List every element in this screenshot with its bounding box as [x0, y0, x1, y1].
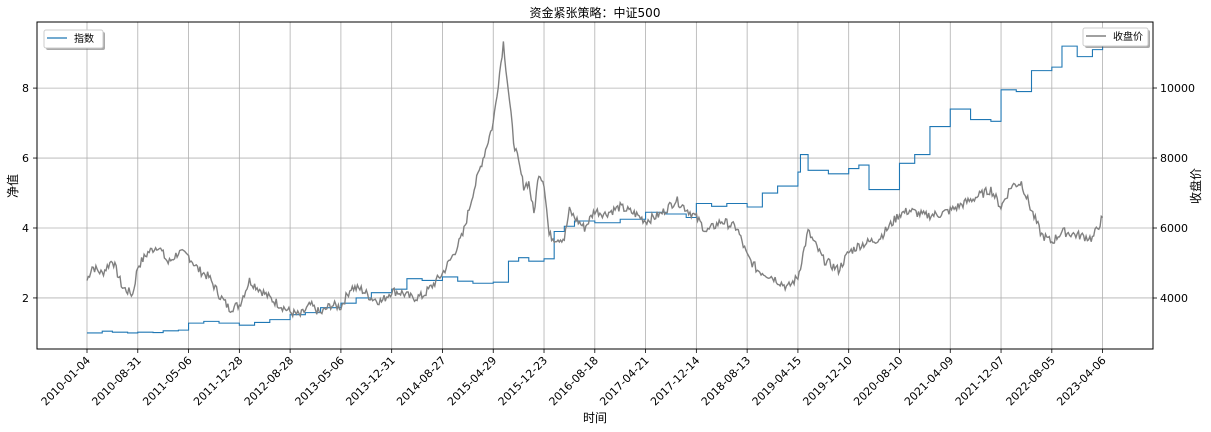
x-tick-label: 2014-08-27: [394, 354, 448, 408]
x-tick-label: 2017-12-14: [648, 354, 702, 408]
y-axis-left-ticks: 2 4 6 8: [22, 82, 37, 305]
y-right-tick-label: 8000: [1160, 152, 1188, 165]
x-tick-label: 2013-05-06: [293, 354, 347, 408]
net-value-line: [87, 44, 1104, 334]
y-tick-label: 6: [22, 152, 29, 165]
legend-left-label: 指数: [74, 32, 94, 45]
x-tick-label: 2015-04-29: [445, 354, 499, 408]
x-tick-label: 2016-08-18: [547, 354, 601, 408]
legend-right: 收盘价: [1082, 27, 1150, 48]
x-axis-label: 时间: [583, 411, 607, 425]
y-tick-label: 4: [22, 222, 29, 235]
x-tick-label: 2011-05-06: [140, 354, 194, 408]
x-tick-label: 2021-12-07: [953, 354, 1007, 408]
x-tick-label: 2019-04-15: [750, 354, 804, 408]
close-price-series: [86, 41, 1104, 319]
x-tick-label: 2023-04-06: [1054, 354, 1108, 408]
y-axis-right-label: 收盘价: [1188, 168, 1203, 204]
x-axis-ticks: 2010-01-042010-08-312011-05-062011-12-28…: [39, 349, 1109, 408]
y-tick-label: 8: [22, 82, 29, 95]
y-axis-left-label: 净值: [5, 174, 20, 198]
x-tick-label: 2010-01-04: [39, 354, 93, 408]
x-tick-label: 2022-08-05: [1004, 354, 1058, 408]
legend-right-label: 收盘价: [1113, 30, 1143, 43]
y-axis-right-ticks: 4000 6000 8000 10000: [1153, 82, 1195, 305]
x-tick-label: 2013-12-31: [343, 354, 397, 408]
x-tick-label: 2011-12-28: [191, 354, 245, 408]
grid-lines: [37, 22, 1153, 349]
y-right-tick-label: 10000: [1160, 82, 1195, 95]
chart-title: 资金紧张策略：中证500: [530, 5, 661, 20]
x-tick-label: 2020-08-10: [851, 354, 905, 408]
close-price-line: [86, 41, 1104, 319]
x-tick-label: 2010-08-31: [89, 354, 143, 408]
x-tick-label: 2021-04-09: [902, 354, 956, 408]
y-tick-label: 2: [22, 292, 29, 305]
x-tick-label: 2019-12-10: [800, 354, 854, 408]
y-right-tick-label: 4000: [1160, 292, 1188, 305]
x-tick-label: 2018-08-13: [699, 354, 753, 408]
x-tick-label: 2015-12-23: [496, 354, 550, 408]
y-right-tick-label: 6000: [1160, 222, 1188, 235]
net-value-series: [87, 44, 1104, 334]
x-tick-label: 2012-08-28: [242, 354, 296, 408]
x-tick-label: 2017-04-21: [597, 354, 651, 408]
legend-left: 指数: [43, 29, 105, 50]
